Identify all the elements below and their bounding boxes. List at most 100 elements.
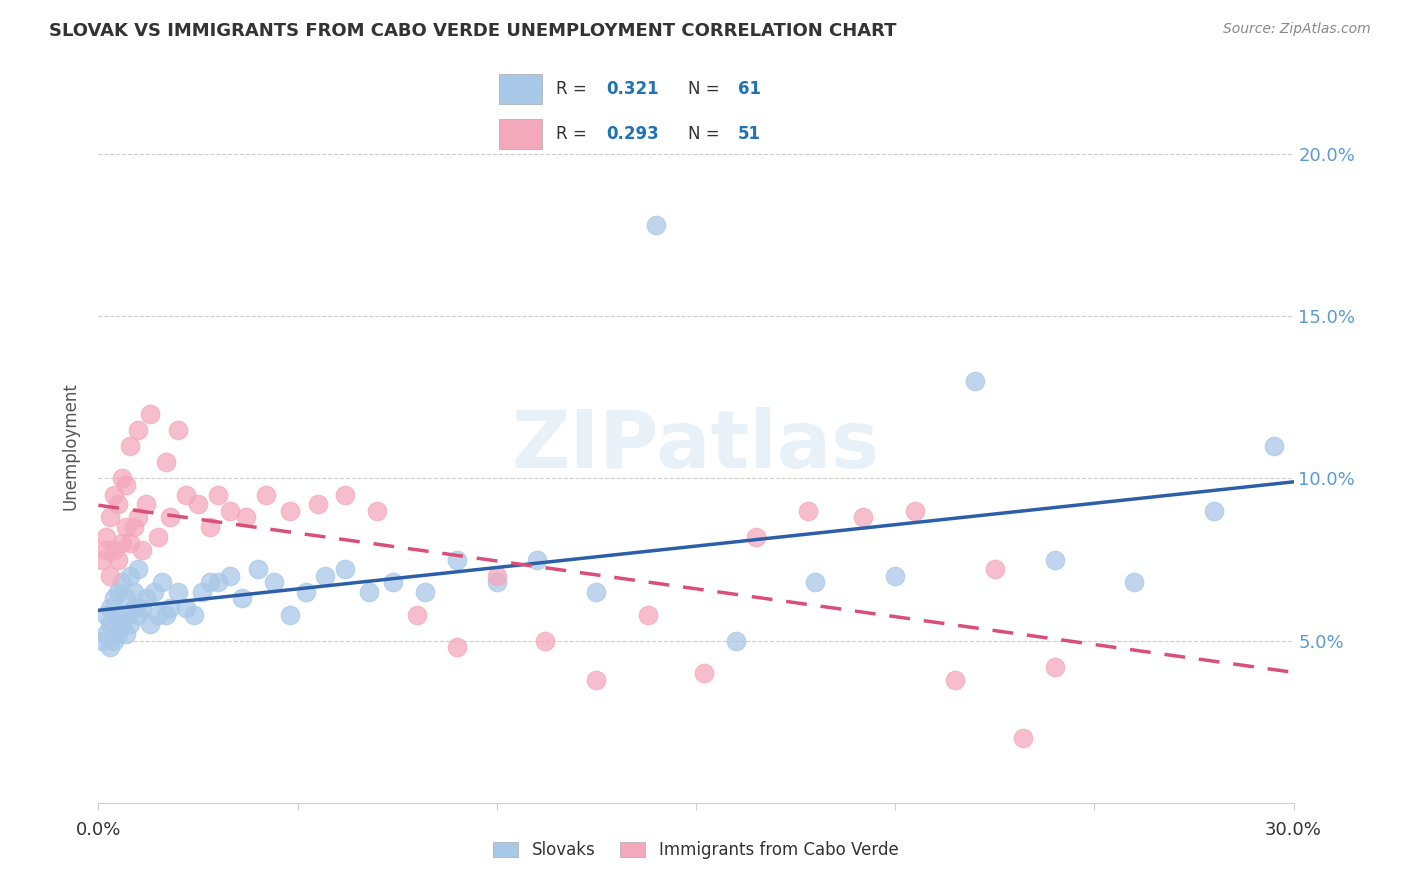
Point <box>693 666 716 681</box>
Point <box>107 627 129 641</box>
Point <box>884 568 907 582</box>
Point <box>91 633 114 648</box>
Point <box>278 607 301 622</box>
Point <box>191 585 214 599</box>
Point <box>120 617 142 632</box>
Point <box>98 617 122 632</box>
Point <box>207 488 229 502</box>
Point <box>159 510 181 524</box>
Point <box>1043 659 1066 673</box>
Point <box>98 640 122 654</box>
Point <box>485 575 508 590</box>
Point <box>406 607 429 622</box>
Point <box>533 633 555 648</box>
Point <box>943 673 966 687</box>
Point <box>91 552 114 566</box>
Point <box>103 542 125 557</box>
Point <box>984 562 1007 576</box>
Point <box>127 510 149 524</box>
Point <box>963 374 986 388</box>
Point <box>263 575 285 590</box>
Point <box>585 585 607 599</box>
Point <box>103 488 125 502</box>
Point <box>174 601 197 615</box>
Point <box>135 497 157 511</box>
Point <box>446 552 468 566</box>
Point <box>98 510 122 524</box>
Point <box>183 607 205 622</box>
Point <box>219 568 242 582</box>
Point <box>103 633 125 648</box>
Point <box>174 488 197 502</box>
Point <box>246 562 269 576</box>
Point <box>155 607 177 622</box>
Text: SLOVAK VS IMMIGRANTS FROM CABO VERDE UNEMPLOYMENT CORRELATION CHART: SLOVAK VS IMMIGRANTS FROM CABO VERDE UNE… <box>49 22 897 40</box>
Point <box>120 439 142 453</box>
Point <box>111 617 134 632</box>
Text: 51: 51 <box>738 125 761 143</box>
Text: R =: R = <box>555 125 592 143</box>
Point <box>111 471 134 485</box>
Point <box>294 585 316 599</box>
Point <box>585 673 607 687</box>
Point <box>904 504 927 518</box>
Point <box>131 542 153 557</box>
Text: N =: N = <box>688 125 724 143</box>
Point <box>111 575 134 590</box>
Point <box>198 520 221 534</box>
Point <box>526 552 548 566</box>
Point <box>96 607 118 622</box>
Point <box>107 552 129 566</box>
Text: R =: R = <box>555 80 592 98</box>
Point <box>107 611 129 625</box>
Point <box>167 423 190 437</box>
Point <box>159 601 181 615</box>
Point <box>413 585 436 599</box>
Point <box>1202 504 1225 518</box>
Point <box>107 497 129 511</box>
Text: ZIPatlas: ZIPatlas <box>512 407 880 485</box>
Point <box>235 510 257 524</box>
Point <box>127 423 149 437</box>
Point <box>307 497 329 511</box>
Point <box>148 530 170 544</box>
Point <box>96 530 118 544</box>
Text: 61: 61 <box>738 80 761 98</box>
Text: Source: ZipAtlas.com: Source: ZipAtlas.com <box>1223 22 1371 37</box>
Point <box>335 488 357 502</box>
Legend: Slovaks, Immigrants from Cabo Verde: Slovaks, Immigrants from Cabo Verde <box>486 835 905 866</box>
Point <box>124 585 146 599</box>
Point <box>96 542 118 557</box>
Point <box>796 504 818 518</box>
Point <box>366 504 388 518</box>
Point <box>207 575 229 590</box>
Point <box>852 510 875 524</box>
Point <box>1043 552 1066 566</box>
Point <box>359 585 381 599</box>
Point <box>115 627 138 641</box>
Point <box>139 617 162 632</box>
Point <box>115 478 138 492</box>
Point <box>745 530 768 544</box>
Point <box>135 591 157 606</box>
Point <box>103 591 125 606</box>
Point <box>120 568 142 582</box>
Point <box>167 585 190 599</box>
Point <box>219 504 242 518</box>
Text: N =: N = <box>688 80 724 98</box>
Point <box>131 601 153 615</box>
Point <box>382 575 405 590</box>
FancyBboxPatch shape <box>499 120 543 149</box>
Point <box>724 633 747 648</box>
Point <box>198 575 221 590</box>
Point <box>1011 731 1033 745</box>
Point <box>148 607 170 622</box>
Point <box>231 591 253 606</box>
Point <box>124 601 146 615</box>
Point <box>446 640 468 654</box>
Point <box>98 568 122 582</box>
Point <box>645 219 668 233</box>
Point <box>111 536 134 550</box>
Point <box>1263 439 1285 453</box>
Point <box>139 407 162 421</box>
